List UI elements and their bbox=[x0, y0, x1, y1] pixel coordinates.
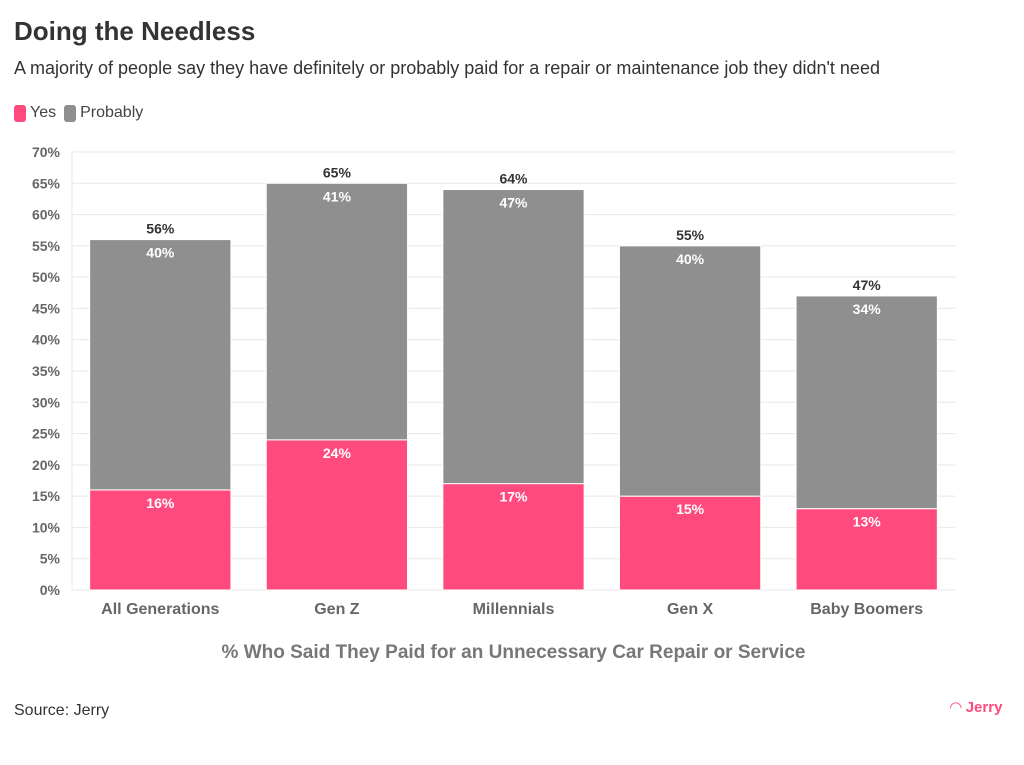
bar-probably bbox=[89, 239, 232, 491]
bar-probably bbox=[265, 182, 409, 441]
bar-probably bbox=[618, 245, 762, 497]
bar-probably bbox=[795, 295, 938, 510]
y-tick-label: 15% bbox=[32, 488, 61, 504]
y-tick-label: 25% bbox=[32, 426, 61, 442]
y-tick-label: 40% bbox=[32, 332, 61, 348]
y-tick-label: 20% bbox=[32, 457, 61, 473]
bar-yes bbox=[442, 483, 585, 591]
legend: Yes Probably bbox=[14, 104, 151, 122]
y-tick-label: 50% bbox=[32, 269, 61, 285]
data-label: 17% bbox=[499, 489, 528, 505]
legend-swatch bbox=[64, 104, 77, 122]
total-label: 55% bbox=[676, 227, 705, 243]
data-label: 47% bbox=[499, 195, 528, 211]
data-label: 40% bbox=[146, 245, 175, 261]
x-tick-label: Millennials bbox=[473, 601, 555, 618]
bar-yes bbox=[618, 495, 762, 591]
data-label: 41% bbox=[323, 188, 352, 204]
bar-yes bbox=[89, 489, 232, 591]
data-label: 15% bbox=[676, 501, 705, 517]
y-tick-label: 45% bbox=[32, 300, 61, 316]
legend-item-yes[interactable]: Yes bbox=[14, 104, 56, 122]
total-label: 65% bbox=[323, 164, 352, 180]
total-label: 64% bbox=[499, 171, 528, 187]
chart-subtitle: A majority of people say they have defin… bbox=[14, 58, 880, 78]
bar-yes bbox=[795, 508, 938, 591]
bar-yes bbox=[265, 439, 409, 591]
data-label: 34% bbox=[853, 301, 882, 317]
logo-text: Jerry bbox=[965, 699, 1003, 716]
legend-swatch bbox=[14, 104, 26, 122]
y-tick-label: 65% bbox=[32, 175, 61, 191]
data-label: 16% bbox=[146, 495, 175, 511]
x-tick-label: Baby Boomers bbox=[810, 601, 923, 618]
y-tick-label: 60% bbox=[32, 207, 61, 223]
y-tick-label: 10% bbox=[32, 519, 61, 535]
y-tick-label: 0% bbox=[40, 582, 61, 598]
data-label: 24% bbox=[323, 445, 352, 461]
y-tick-label: 5% bbox=[40, 551, 61, 567]
data-label: 40% bbox=[676, 251, 705, 267]
x-tick-label: Gen X bbox=[667, 601, 714, 618]
data-label: 13% bbox=[853, 514, 882, 530]
legend-label: Yes bbox=[30, 104, 57, 121]
y-tick-label: 30% bbox=[32, 394, 61, 410]
jerry-logo: ◠ Jerry bbox=[950, 699, 1003, 716]
y-tick-label: 35% bbox=[32, 363, 61, 379]
y-tick-label: 70% bbox=[32, 144, 61, 160]
x-tick-label: All Generations bbox=[101, 601, 219, 618]
x-tick-label: Gen Z bbox=[314, 601, 360, 618]
y-tick-label: 55% bbox=[32, 238, 61, 254]
chart-title: Doing the Needless bbox=[14, 16, 256, 46]
x-axis-title: % Who Said They Paid for an Unnecessary … bbox=[222, 642, 806, 663]
bar-probably bbox=[442, 189, 585, 485]
legend-label: Probably bbox=[80, 104, 144, 121]
total-label: 47% bbox=[853, 277, 882, 293]
total-label: 56% bbox=[146, 221, 175, 237]
source-note: Source: Jerry bbox=[14, 702, 110, 719]
legend-item-probably[interactable]: Probably bbox=[64, 104, 143, 122]
